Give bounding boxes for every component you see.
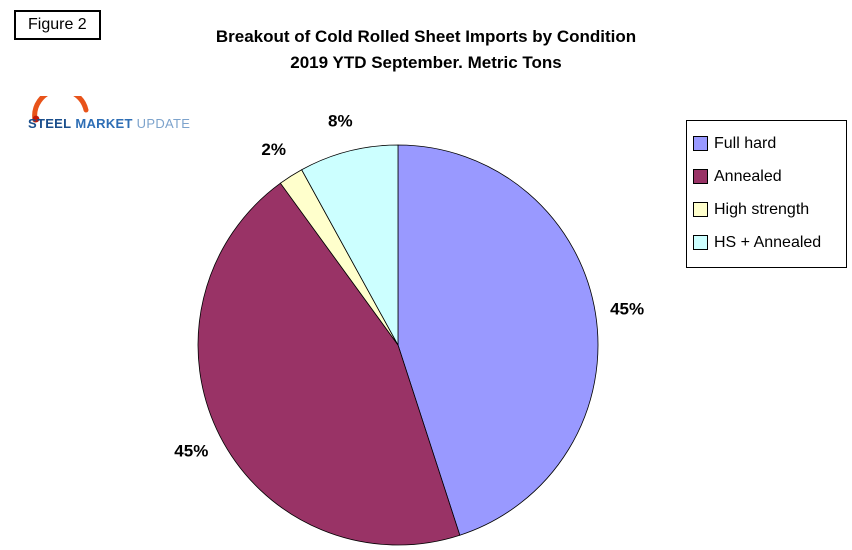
slice-value-label: 2% [261, 140, 286, 159]
logo-word-update: UPDATE [136, 116, 191, 131]
chart-title: Breakout of Cold Rolled Sheet Imports by… [0, 24, 852, 76]
pie-slice-hs-annealed [301, 144, 399, 346]
legend-swatch [693, 136, 708, 151]
chart-title-line1: Breakout of Cold Rolled Sheet Imports by… [215, 27, 637, 46]
slice-value-label: 45% [610, 300, 644, 319]
legend-item-annealed: Annealed [693, 160, 846, 193]
legend-label: HS + Annealed [714, 233, 822, 251]
steel-market-update-logo: STEEL MARKET UPDATE [28, 96, 208, 131]
logo-swoosh-icon [32, 96, 89, 123]
slice-value-label: 45% [174, 441, 208, 460]
legend-label: High strength [714, 200, 810, 218]
legend-item-high-strength: High strength [693, 193, 846, 226]
legend-swatch [693, 169, 708, 184]
logo-text: STEEL MARKET UPDATE [28, 116, 208, 131]
legend-label: Annealed [714, 167, 782, 185]
figure-label: Figure 2 [14, 10, 101, 40]
slice-value-label: 8% [328, 111, 353, 130]
legend-swatch [693, 235, 708, 250]
legend-item-hs-annealed: HS + Annealed [693, 226, 846, 259]
logo-word-steel: STEEL [28, 116, 72, 131]
chart-title-line2: 2019 YTD September. Metric Tons [290, 53, 562, 72]
legend-swatch [693, 202, 708, 217]
legend: Full hard Annealed High strength HS + Annea… [686, 120, 847, 268]
pie-slice-full-hard [397, 144, 599, 536]
pie-slice-annealed [197, 182, 461, 546]
logo-word-market: MARKET [75, 116, 133, 131]
legend-item-full-hard: Full hard [693, 127, 846, 160]
legend-label: Full hard [714, 134, 777, 152]
